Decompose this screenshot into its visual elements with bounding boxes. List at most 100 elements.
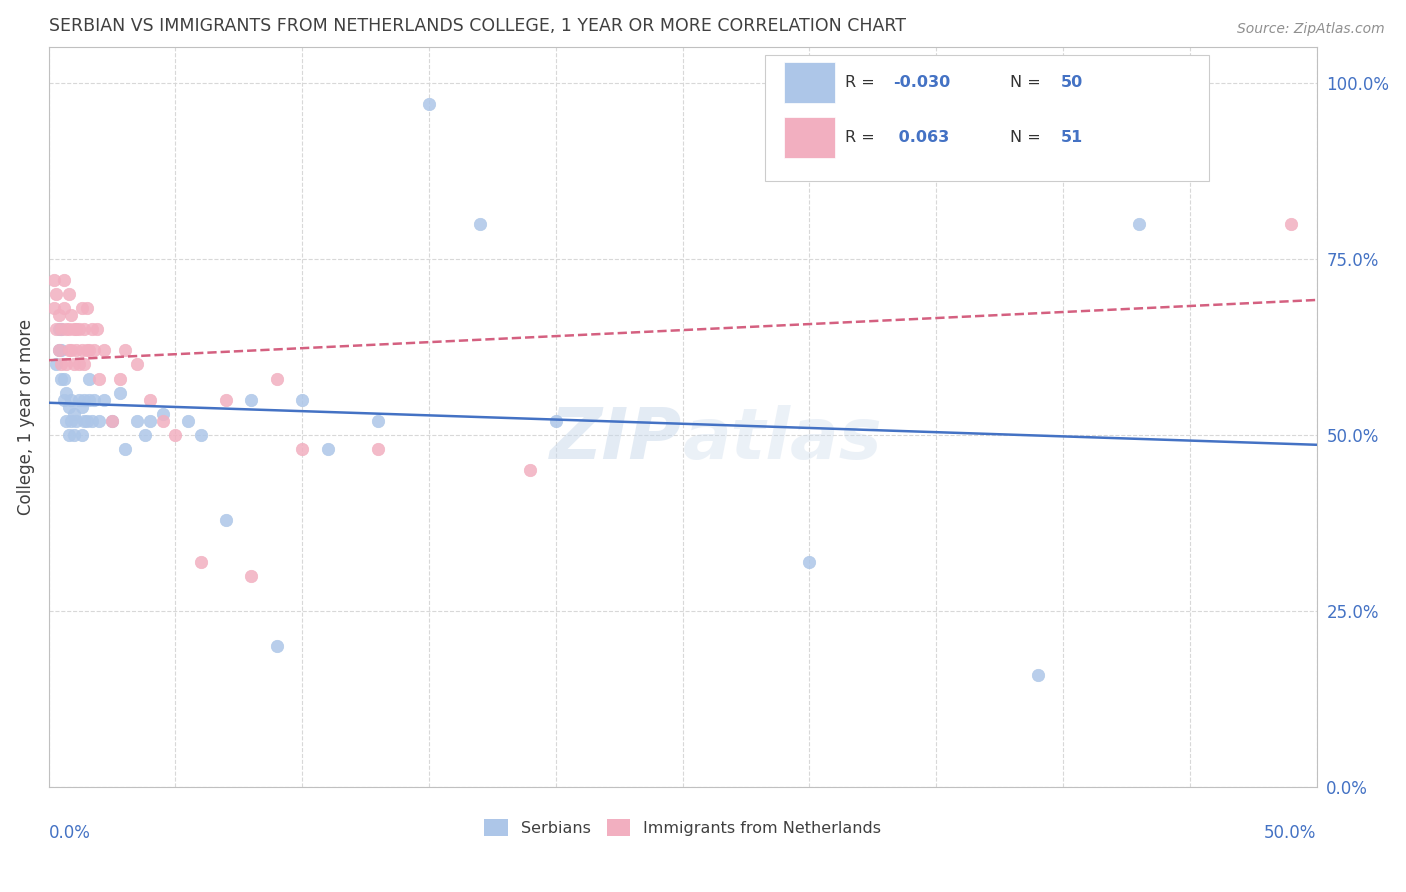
- Point: [63, 358, 86, 372]
- Point: [134, 428, 156, 442]
- Point: [114, 442, 136, 456]
- Point: [108, 371, 131, 385]
- Point: [48, 322, 70, 336]
- Text: 0.063: 0.063: [893, 130, 949, 145]
- Point: [89, 414, 111, 428]
- Point: [86, 322, 108, 336]
- Point: [80, 414, 103, 428]
- FancyBboxPatch shape: [765, 54, 1209, 180]
- Point: [190, 428, 212, 442]
- Point: [52, 273, 75, 287]
- Text: 50.0%: 50.0%: [1264, 824, 1316, 842]
- Text: atlas: atlas: [682, 405, 883, 474]
- Point: [45, 322, 67, 336]
- Point: [63, 428, 86, 442]
- Point: [55, 414, 77, 428]
- Point: [70, 428, 93, 442]
- Point: [93, 343, 115, 358]
- Point: [45, 358, 67, 372]
- Point: [65, 343, 87, 358]
- Y-axis label: College, 1 year or more: College, 1 year or more: [17, 319, 35, 516]
- Point: [240, 392, 263, 407]
- Point: [70, 343, 93, 358]
- Point: [51, 371, 73, 385]
- Point: [58, 322, 80, 336]
- Point: [60, 308, 83, 322]
- Point: [127, 414, 149, 428]
- Text: R =: R =: [845, 75, 880, 90]
- Point: [799, 555, 821, 569]
- Point: [367, 414, 389, 428]
- Point: [177, 414, 200, 428]
- Point: [60, 414, 83, 428]
- Point: [114, 343, 136, 358]
- Point: [215, 512, 238, 526]
- Point: [48, 308, 70, 322]
- Point: [93, 392, 115, 407]
- Point: [51, 322, 73, 336]
- Text: -0.030: -0.030: [893, 75, 950, 90]
- Point: [367, 442, 389, 456]
- Point: [51, 322, 73, 336]
- Point: [77, 392, 100, 407]
- Point: [190, 555, 212, 569]
- Point: [60, 343, 83, 358]
- Point: [70, 400, 93, 414]
- Point: [76, 301, 98, 315]
- Point: [108, 385, 131, 400]
- Point: [73, 392, 96, 407]
- Point: [58, 400, 80, 414]
- Point: [67, 392, 90, 407]
- Point: [152, 414, 174, 428]
- Point: [73, 358, 96, 372]
- Point: [83, 343, 105, 358]
- Point: [51, 343, 73, 358]
- Point: [55, 358, 77, 372]
- Point: [139, 414, 162, 428]
- Point: [73, 322, 96, 336]
- Point: [127, 358, 149, 372]
- Point: [67, 358, 90, 372]
- Point: [165, 428, 187, 442]
- Point: [316, 442, 339, 456]
- Point: [266, 371, 288, 385]
- Text: N =: N =: [1010, 130, 1046, 145]
- Point: [58, 287, 80, 301]
- Point: [83, 392, 105, 407]
- Point: [519, 463, 541, 477]
- Point: [52, 392, 75, 407]
- Point: [51, 358, 73, 372]
- Point: [215, 392, 238, 407]
- Point: [266, 640, 288, 654]
- Point: [950, 167, 973, 181]
- Point: [291, 392, 314, 407]
- Point: [70, 301, 93, 315]
- Point: [101, 414, 124, 428]
- Point: [58, 343, 80, 358]
- Point: [65, 414, 87, 428]
- Point: [1026, 667, 1049, 681]
- Point: [58, 428, 80, 442]
- Point: [52, 301, 75, 315]
- Text: N =: N =: [1010, 75, 1046, 90]
- FancyBboxPatch shape: [785, 117, 835, 158]
- Point: [63, 407, 86, 421]
- Point: [89, 371, 111, 385]
- Point: [60, 392, 83, 407]
- Point: [55, 385, 77, 400]
- Point: [468, 217, 491, 231]
- Point: [55, 322, 77, 336]
- Point: [80, 322, 103, 336]
- Point: [152, 407, 174, 421]
- Point: [1279, 217, 1302, 231]
- FancyBboxPatch shape: [785, 62, 835, 103]
- Point: [101, 414, 124, 428]
- Point: [139, 392, 162, 407]
- Text: ZIP: ZIP: [550, 405, 682, 474]
- Point: [48, 343, 70, 358]
- Point: [73, 414, 96, 428]
- Point: [291, 442, 314, 456]
- Legend: Serbians, Immigrants from Netherlands: Serbians, Immigrants from Netherlands: [478, 813, 887, 842]
- Point: [52, 371, 75, 385]
- Point: [76, 414, 98, 428]
